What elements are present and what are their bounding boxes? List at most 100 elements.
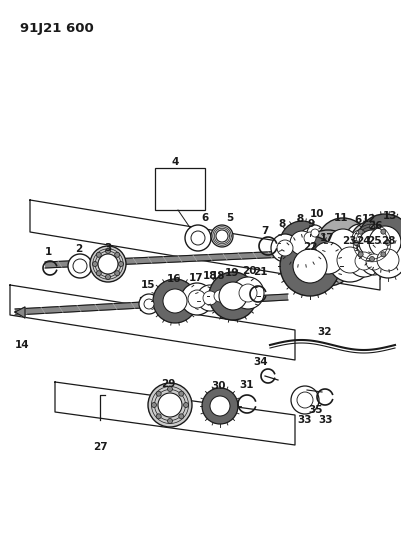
Circle shape [307,225,323,241]
Circle shape [209,272,257,320]
Text: 32: 32 [318,327,332,337]
Circle shape [370,242,401,278]
Circle shape [346,224,374,252]
Text: 27: 27 [93,442,107,452]
Bar [155,168,205,210]
Circle shape [105,274,111,279]
Circle shape [98,254,118,274]
Text: 14: 14 [15,340,29,350]
Text: 28: 28 [381,236,395,246]
Circle shape [153,279,197,323]
Circle shape [185,225,211,251]
Circle shape [211,225,233,247]
Text: 26: 26 [368,221,382,231]
Circle shape [191,231,205,245]
Circle shape [197,285,223,311]
Circle shape [216,230,228,242]
Circle shape [280,221,324,265]
Circle shape [179,391,184,396]
Circle shape [168,386,172,392]
Text: 18: 18 [203,271,217,281]
Circle shape [219,282,247,310]
Text: 9: 9 [308,219,314,229]
Circle shape [202,388,238,424]
Circle shape [290,231,314,255]
Text: 6: 6 [201,213,209,223]
Circle shape [203,291,217,305]
Circle shape [181,283,213,315]
Circle shape [377,249,399,271]
Circle shape [179,414,184,419]
Circle shape [208,284,232,308]
Text: 3: 3 [104,243,111,253]
Circle shape [119,262,124,266]
Text: 22: 22 [303,242,317,252]
Circle shape [357,214,401,270]
Text: 23: 23 [342,236,356,246]
Text: 20: 20 [242,266,256,276]
Circle shape [297,392,313,408]
Circle shape [293,249,327,283]
Text: 15: 15 [141,280,155,290]
Circle shape [239,284,257,302]
Text: 17: 17 [320,233,334,243]
Text: 16: 16 [167,274,181,284]
Text: 10: 10 [310,209,324,219]
Circle shape [168,418,172,424]
Circle shape [115,252,119,257]
Text: 24: 24 [356,236,370,246]
Circle shape [280,236,340,296]
Circle shape [361,249,387,275]
Text: 5: 5 [227,213,234,223]
Circle shape [144,299,154,309]
Text: 7: 7 [261,226,269,236]
Circle shape [381,252,386,257]
Circle shape [184,402,188,408]
Text: 13: 13 [383,211,397,221]
Circle shape [105,248,111,254]
Text: 25: 25 [367,236,381,246]
Circle shape [355,252,373,270]
Circle shape [93,262,97,266]
Circle shape [385,240,391,246]
Circle shape [277,240,293,256]
Circle shape [381,229,386,234]
Text: 33: 33 [298,415,312,425]
Circle shape [139,294,159,314]
Circle shape [148,383,192,427]
Circle shape [369,226,401,258]
Circle shape [96,252,101,257]
Text: 30: 30 [212,381,226,391]
Text: 8: 8 [296,214,304,224]
Circle shape [350,221,394,265]
Circle shape [358,229,363,234]
Text: 11: 11 [334,213,348,223]
Circle shape [210,396,230,416]
Circle shape [359,230,385,256]
Text: 31: 31 [240,380,254,390]
Text: 17: 17 [189,273,203,283]
Circle shape [163,289,187,313]
Circle shape [369,224,375,230]
Circle shape [90,246,126,282]
Circle shape [156,414,161,419]
Text: 33: 33 [319,415,333,425]
Text: 29: 29 [161,379,175,389]
Circle shape [317,218,369,270]
Text: 18: 18 [211,271,225,281]
Circle shape [115,271,119,276]
Circle shape [188,290,206,308]
Text: 35: 35 [309,405,323,415]
Text: 2: 2 [75,244,83,254]
Text: 6: 6 [354,215,362,225]
Circle shape [156,391,161,396]
Circle shape [304,232,316,244]
Circle shape [271,234,299,262]
Circle shape [300,230,356,286]
Circle shape [337,247,363,273]
Circle shape [300,228,320,248]
Circle shape [68,254,92,278]
Circle shape [328,238,372,282]
Text: 34: 34 [254,357,268,367]
Circle shape [348,245,380,277]
